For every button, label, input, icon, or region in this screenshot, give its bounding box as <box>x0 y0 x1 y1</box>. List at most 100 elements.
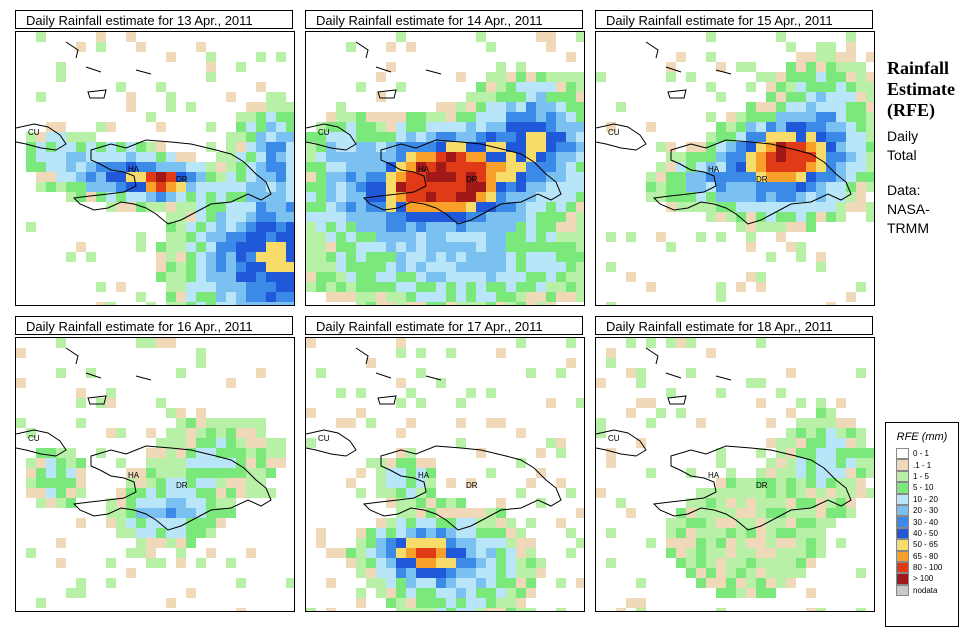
rain-cell <box>856 608 866 611</box>
rain-cell <box>786 112 796 122</box>
rain-cell <box>386 478 396 488</box>
rain-cell <box>346 478 356 488</box>
rain-cell <box>486 182 496 192</box>
rain-cell <box>386 222 396 232</box>
rain-cell <box>866 212 874 222</box>
rain-cell <box>416 528 426 538</box>
rain-cell <box>456 192 466 202</box>
rain-cell <box>216 458 226 468</box>
rain-cell <box>86 132 96 142</box>
rain-cell <box>696 232 706 242</box>
legend-swatch <box>896 561 909 574</box>
rain-cell <box>456 72 466 82</box>
rain-cell <box>686 182 696 192</box>
rain-cell <box>436 202 446 212</box>
rain-cell <box>206 498 216 508</box>
rain-cell <box>576 152 584 162</box>
rain-cell <box>466 588 476 598</box>
rain-cell <box>326 162 336 172</box>
rain-cell <box>506 588 516 598</box>
rain-cell <box>556 448 566 458</box>
legend-item: 20 - 30 <box>896 504 958 517</box>
rain-cell <box>446 132 456 142</box>
rain-cell <box>256 82 266 92</box>
rain-cell <box>756 528 766 538</box>
rain-cell <box>766 498 776 508</box>
rain-cell <box>716 232 726 242</box>
rain-cell <box>536 292 546 302</box>
rain-cell <box>616 608 626 611</box>
rain-cell <box>206 142 216 152</box>
rain-cell <box>666 388 676 398</box>
rain-cell <box>256 212 266 222</box>
rain-cell <box>506 202 516 212</box>
rain-cell <box>106 558 116 568</box>
rain-cell <box>846 428 856 438</box>
rain-cell <box>466 272 476 282</box>
rain-cell <box>386 232 396 242</box>
rain-cell <box>516 488 526 498</box>
rain-cell <box>686 172 696 182</box>
rain-cell <box>856 172 866 182</box>
rain-cell <box>66 252 76 262</box>
rain-cell <box>836 448 846 458</box>
rain-cell <box>376 282 386 292</box>
rain-cell <box>156 458 166 468</box>
rain-cell <box>246 202 256 212</box>
rain-cell <box>526 548 536 558</box>
rain-cell <box>186 242 196 252</box>
rain-cell <box>186 282 196 292</box>
rain-cell <box>766 508 776 518</box>
rain-cell <box>766 162 776 172</box>
rain-cell <box>216 262 226 272</box>
rain-cell <box>576 102 584 112</box>
rain-cell <box>546 212 556 222</box>
rain-cell <box>706 172 716 182</box>
rain-cell <box>196 272 206 282</box>
rain-cell <box>866 92 874 102</box>
rain-cell <box>466 142 476 152</box>
rain-cell <box>126 498 136 508</box>
rain-cell <box>706 82 716 92</box>
rain-cell <box>236 172 246 182</box>
rain-cell <box>806 62 816 72</box>
rain-cell <box>436 252 446 262</box>
rain-cell <box>786 488 796 498</box>
rain-cell <box>786 548 796 558</box>
rain-cell <box>446 292 456 302</box>
rain-cell <box>26 488 36 498</box>
bahamas-coastline <box>645 347 732 405</box>
rain-cell <box>486 112 496 122</box>
rain-cell <box>246 302 256 305</box>
rain-cell <box>766 458 776 468</box>
rain-cell <box>466 508 476 518</box>
rain-cell <box>456 282 466 292</box>
rain-cell <box>496 162 506 172</box>
rain-cell <box>516 292 526 302</box>
rain-cell <box>806 608 816 611</box>
rain-cell <box>576 142 584 152</box>
rain-cell <box>226 172 236 182</box>
rain-cell <box>746 172 756 182</box>
rain-cell <box>416 202 426 212</box>
rain-cell <box>196 262 206 272</box>
rain-cell <box>806 122 816 132</box>
rain-cell <box>266 172 276 182</box>
rain-cell <box>466 302 476 305</box>
rain-cell <box>106 162 116 172</box>
rain-cell <box>56 558 66 568</box>
rain-cell <box>76 458 86 468</box>
rain-cell <box>836 82 846 92</box>
rain-cell <box>846 162 856 172</box>
rain-cell <box>506 282 516 292</box>
rain-cell <box>566 202 576 212</box>
rain-cell <box>676 518 686 528</box>
rain-cell <box>406 242 416 252</box>
rain-cell <box>766 182 776 192</box>
rain-cell <box>486 282 496 292</box>
rain-cell <box>636 598 646 608</box>
rain-cell <box>416 112 426 122</box>
rain-cell <box>866 458 874 468</box>
rain-cell <box>206 418 216 428</box>
rain-cell <box>146 428 156 438</box>
